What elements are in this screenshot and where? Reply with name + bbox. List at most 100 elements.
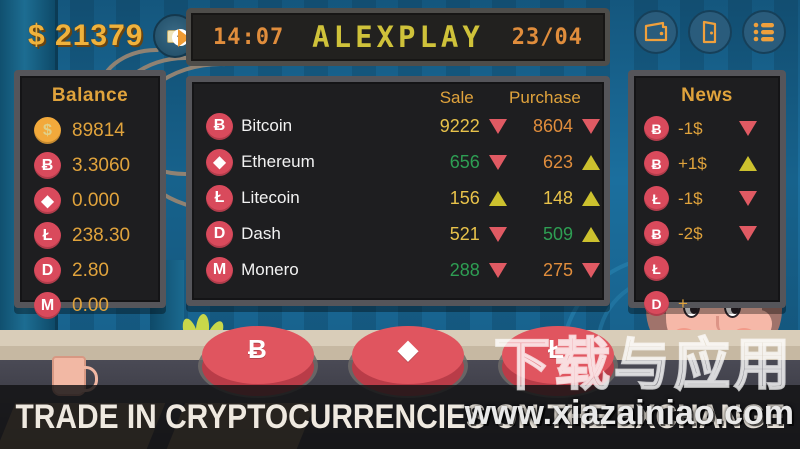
- promo-text: TRADE IN CRYPTOCURRENCIES ON THE EXCHANG…: [15, 397, 785, 436]
- market-purchase-cell: 8604: [511, 116, 604, 137]
- trend-up-icon: [739, 156, 757, 171]
- trend-down-icon: [488, 118, 507, 134]
- ltc-icon: Ł: [206, 184, 233, 212]
- balance-row: M 0.00: [34, 288, 160, 323]
- news-list: Ƀ -1$ Ƀ +1$ Ł -1$ Ƀ -2$ Ł D +: [634, 107, 780, 321]
- marquee-ticker: 14:07 ALEXPLAY 23/04: [186, 8, 610, 66]
- market-panel: Sale Purchase Ƀ Bitcoin 9222 8604 ◆ Ethereum 6…: [186, 76, 610, 306]
- usd-icon: $: [34, 117, 61, 144]
- market-row-eth[interactable]: ◆ Ethereum 656 623: [192, 144, 604, 180]
- news-row-btc: Ƀ -1$: [644, 111, 780, 146]
- wallet-button[interactable]: [634, 10, 678, 54]
- market-purchase-value: 623: [542, 151, 573, 172]
- trend-up-icon: [488, 190, 507, 206]
- market-sale-value: 156: [449, 187, 480, 208]
- trend-down-icon: [488, 154, 507, 170]
- menu-button[interactable]: [742, 10, 786, 54]
- market-header: Sale Purchase: [192, 82, 604, 108]
- bitcoin-glyph: Ƀ: [248, 334, 267, 364]
- clock-date: 23/04: [511, 24, 583, 50]
- bitcoin-icon: Ƀ: [34, 152, 61, 179]
- ethereum-glyph: ◆: [398, 334, 418, 364]
- purchase-column-header: Purchase: [509, 88, 581, 107]
- market-purchase-cell: 148: [511, 188, 604, 209]
- exit-door-icon: [702, 20, 717, 44]
- balance-list: $ 89814 Ƀ 3.3060 ◆ 0.000 Ł 238.30 D 2.80…: [20, 107, 160, 323]
- monero-icon: M: [34, 292, 61, 319]
- money-display: $ 21379 +: [28, 14, 198, 58]
- trend-down-icon: [488, 226, 507, 242]
- market-sale-cell: 521: [421, 224, 510, 245]
- litecoin-glyph: Ł: [548, 334, 564, 364]
- news-row-ltc: Ł -1$: [644, 181, 780, 216]
- trend-down-icon: [739, 121, 757, 136]
- btc-icon: Ƀ: [206, 112, 233, 140]
- market-sale-cell: 9222: [421, 116, 510, 137]
- market-coin-name: Litecoin: [241, 188, 300, 207]
- market-sale-cell: 288: [421, 260, 510, 281]
- news-delta: -1$: [678, 118, 703, 138]
- eth-icon: ◆: [206, 148, 233, 176]
- btc-icon: Ƀ: [644, 151, 669, 176]
- market-sale-cell: 156: [421, 188, 510, 209]
- balance-row: ◆ 0.000: [34, 183, 160, 218]
- balance-value: 238.30: [72, 224, 131, 246]
- balance-row: Ƀ 3.3060: [34, 148, 160, 183]
- character-nose: [716, 316, 726, 334]
- market-purchase-value: 148: [542, 187, 573, 208]
- btc-icon: Ƀ: [644, 116, 669, 141]
- market-sale-value: 656: [449, 151, 480, 172]
- bitcoin-desk-button[interactable]: Ƀ: [202, 326, 314, 384]
- trend-down-icon: [739, 226, 757, 241]
- market-row-dash[interactable]: D Dash 521 509: [192, 216, 604, 252]
- news-panel: News Ƀ -1$ Ƀ +1$ Ł -1$ Ƀ -2$ Ł D +: [628, 70, 786, 316]
- trend-up-icon: [582, 226, 600, 242]
- promo-banner: TRADE IN CRYPTOCURRENCIES ON THE EXCHANG…: [0, 385, 800, 449]
- market-sale-value: 288: [449, 259, 480, 280]
- trend-down-icon: [582, 262, 600, 278]
- trend-up-icon: [582, 154, 600, 170]
- market-row-xmr[interactable]: M Monero 288 275: [192, 252, 604, 288]
- wallet-icon: [644, 21, 668, 42]
- news-delta: +: [678, 293, 688, 313]
- balance-value: 0.000: [72, 189, 120, 211]
- sale-column-header: Sale: [439, 88, 474, 107]
- xmr-icon: M: [206, 256, 233, 284]
- market-purchase-value: 509: [542, 223, 573, 244]
- clock-time: 14:07: [213, 24, 285, 50]
- market-coin-name: Dash: [241, 224, 281, 243]
- news-title: News: [681, 85, 733, 106]
- market-coin-name: Ethereum: [241, 152, 315, 171]
- trend-down-icon: [488, 262, 507, 278]
- ethereum-desk-button[interactable]: ◆: [352, 326, 464, 384]
- money-amount: $ 21379: [28, 19, 144, 52]
- balance-value: 0.00: [72, 294, 109, 316]
- ethereum-icon: ◆: [34, 187, 61, 214]
- news-delta: -2$: [678, 223, 703, 243]
- trend-down-icon: [739, 191, 757, 206]
- market-sale-cell: 656: [421, 152, 510, 173]
- dash-icon: D: [206, 220, 233, 248]
- ltc-icon: Ł: [644, 256, 669, 281]
- app-title: ALEXPLAY: [312, 20, 484, 54]
- dash-icon: D: [644, 291, 669, 316]
- balance-row: D 2.80: [34, 253, 160, 288]
- news-row-ltc: Ł: [644, 251, 780, 286]
- news-delta: +1$: [678, 153, 707, 173]
- balance-panel: Balance $ 89814 Ƀ 3.3060 ◆ 0.000 Ł 238.3…: [14, 70, 166, 319]
- balance-row: $ 89814: [34, 113, 160, 148]
- exit-button[interactable]: [688, 10, 732, 54]
- market-sale-value: 9222: [439, 115, 480, 136]
- market-row-btc[interactable]: Ƀ Bitcoin 9222 8604: [192, 108, 604, 144]
- balance-title: Balance: [51, 85, 129, 106]
- market-sale-value: 521: [449, 223, 480, 244]
- litecoin-desk-button[interactable]: Ł: [502, 326, 614, 384]
- ltc-icon: Ł: [644, 186, 669, 211]
- market-purchase-value: 275: [542, 259, 573, 280]
- trend-down-icon: [582, 118, 600, 134]
- litecoin-icon: Ł: [34, 222, 61, 249]
- market-row-ltc[interactable]: Ł Litecoin 156 148: [192, 180, 604, 216]
- market-rows: Ƀ Bitcoin 9222 8604 ◆ Ethereum 656 623 Ł Litecoin…: [192, 108, 604, 288]
- news-row-dash: D +: [644, 286, 780, 321]
- market-purchase-value: 8604: [532, 115, 573, 136]
